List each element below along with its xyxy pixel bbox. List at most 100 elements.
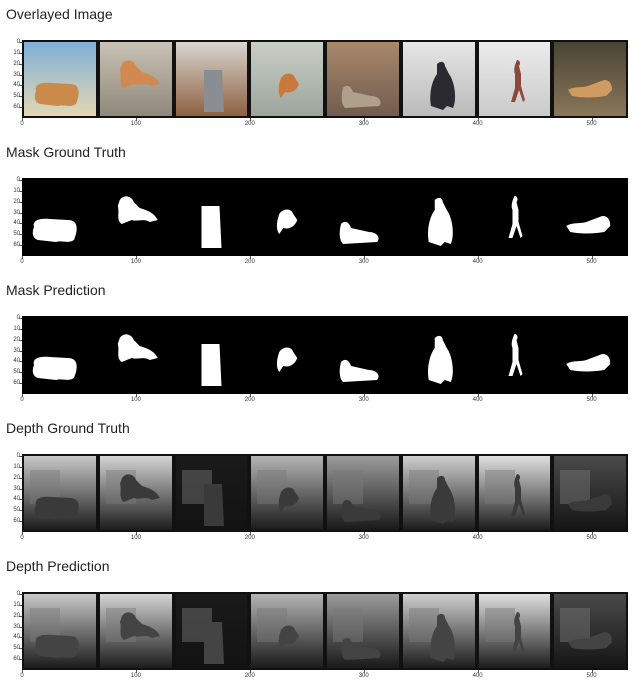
y-tick-mark — [19, 521, 22, 523]
depth-structure — [560, 470, 591, 504]
x-tick-mark — [591, 670, 593, 673]
x-tick-mark — [363, 394, 365, 397]
mask-fridge — [201, 206, 222, 248]
y-tick-label: 10 — [13, 463, 20, 470]
y-tick-label: 30 — [13, 71, 20, 78]
mask-fridge — [201, 344, 222, 386]
depth-tile-cat-jump — [97, 454, 174, 532]
depth-object-person-walking — [510, 474, 525, 516]
y-tick-mark — [19, 107, 22, 109]
x-tick-mark — [135, 532, 137, 535]
tile-background — [478, 42, 551, 116]
y-tick-label: 20 — [13, 198, 20, 205]
mask-cat-jump — [117, 196, 158, 224]
mask-batman — [428, 335, 453, 384]
y-tick-mark — [19, 63, 22, 65]
x-tick-mark — [249, 670, 251, 673]
depth-object-cat-jump — [119, 474, 160, 502]
mask-strip — [22, 316, 628, 394]
y-tick-label: 60 — [13, 380, 20, 387]
y-tick-label: 40 — [13, 634, 20, 641]
depth-tile-cat-small — [249, 454, 325, 532]
depth-object-cat-jump — [119, 612, 160, 640]
x-tick-mark — [22, 670, 23, 673]
x-tick-label: 100 — [130, 535, 141, 541]
x-tick-mark — [591, 118, 593, 121]
panel-title: Depth Prediction — [6, 558, 110, 574]
mask-cat-stretch — [566, 216, 611, 234]
x-tick-mark — [22, 256, 23, 259]
depth-object-cat-small — [278, 487, 300, 512]
y-tick-mark — [19, 361, 22, 363]
y-tick-mark — [19, 488, 22, 490]
y-tick-mark — [19, 223, 22, 225]
panel-overlay-0: Overlayed Image 0 10 20 30 40 50 60 0 100 200 300 40… — [0, 6, 642, 136]
overlay-object-cat-lying — [341, 85, 381, 108]
x-tick-label: 200 — [244, 535, 255, 541]
panel-title: Depth Ground Truth — [6, 420, 130, 436]
overlay-tile-batman — [400, 40, 477, 118]
depth-structure — [333, 608, 363, 642]
depth-tile-sofa — [22, 592, 98, 670]
depth-tile-cat-lying — [325, 592, 401, 670]
x-tick-mark — [22, 532, 23, 535]
y-tick-label: 30 — [13, 623, 20, 630]
x-tick-label: 200 — [244, 259, 255, 265]
y-tick-mark — [19, 190, 22, 192]
x-tick-label: 300 — [358, 673, 369, 679]
y-tick-label: 60 — [13, 656, 20, 663]
x-tick-mark — [135, 118, 137, 121]
panel-mask-2: Mask Prediction 0 10 20 30 40 50 60 0 100 200 300 40… — [0, 282, 642, 412]
overlay-object-person-walking — [510, 60, 525, 102]
y-tick-mark — [19, 372, 22, 374]
depth-object-cat-small — [278, 625, 300, 650]
depth-tile-fridge — [173, 454, 250, 532]
overlay-tile-sofa — [22, 40, 98, 118]
depth-tile-cat-jump — [97, 592, 174, 670]
mask-cat-small — [276, 347, 298, 372]
x-tick-label: 0 — [20, 673, 24, 679]
x-tick-label: 0 — [20, 121, 24, 127]
y-tick-label: 50 — [13, 369, 20, 376]
y-tick-mark — [19, 350, 22, 352]
panel-title: Mask Prediction — [6, 282, 106, 298]
x-tick-label: 500 — [586, 121, 597, 127]
overlay-tile-cat-lying — [325, 40, 401, 118]
x-tick-label: 500 — [586, 535, 597, 541]
y-tick-mark — [19, 245, 22, 247]
x-tick-mark — [249, 118, 251, 121]
depth-object-fridge — [203, 484, 224, 526]
y-tick-label: 30 — [13, 347, 20, 354]
image-plot: 01020304050600100200300400500 — [13, 177, 628, 265]
x-tick-mark — [477, 670, 479, 673]
y-tick-mark — [19, 594, 22, 595]
x-tick-mark — [477, 532, 479, 535]
overlay-object-batman — [430, 61, 455, 110]
depth-object-person-walking — [510, 612, 525, 654]
tile-background — [478, 456, 551, 530]
x-tick-label: 100 — [130, 259, 141, 265]
depth-tile-sofa — [22, 454, 98, 532]
x-tick-mark — [249, 256, 251, 259]
overlay-tile-cat-small — [249, 40, 325, 118]
y-tick-label: 10 — [13, 325, 20, 332]
x-tick-mark — [135, 394, 137, 397]
y-tick-mark — [19, 234, 22, 236]
depth-tile-cat-lying — [325, 454, 401, 532]
depth-tile-batman — [400, 454, 477, 532]
overlay-object-fridge — [203, 70, 224, 112]
overlay-object-sofa — [34, 82, 79, 106]
y-tick-label: 0 — [6, 453, 20, 459]
y-tick-label: 0 — [6, 315, 20, 321]
y-tick-label: 50 — [13, 645, 20, 652]
depth-object-batman — [430, 613, 455, 662]
x-tick-label: 500 — [586, 673, 597, 679]
y-tick-label: 0 — [6, 591, 20, 597]
y-tick-label: 50 — [13, 231, 20, 238]
x-tick-label: 400 — [472, 535, 483, 541]
panel-mask-1: Mask Ground Truth 0 10 20 30 40 50 60 0 100 200 300… — [0, 144, 642, 274]
y-tick-mark — [19, 637, 22, 639]
x-tick-mark — [249, 532, 251, 535]
y-tick-label: 40 — [13, 496, 20, 503]
mask-cat-jump — [117, 334, 158, 362]
